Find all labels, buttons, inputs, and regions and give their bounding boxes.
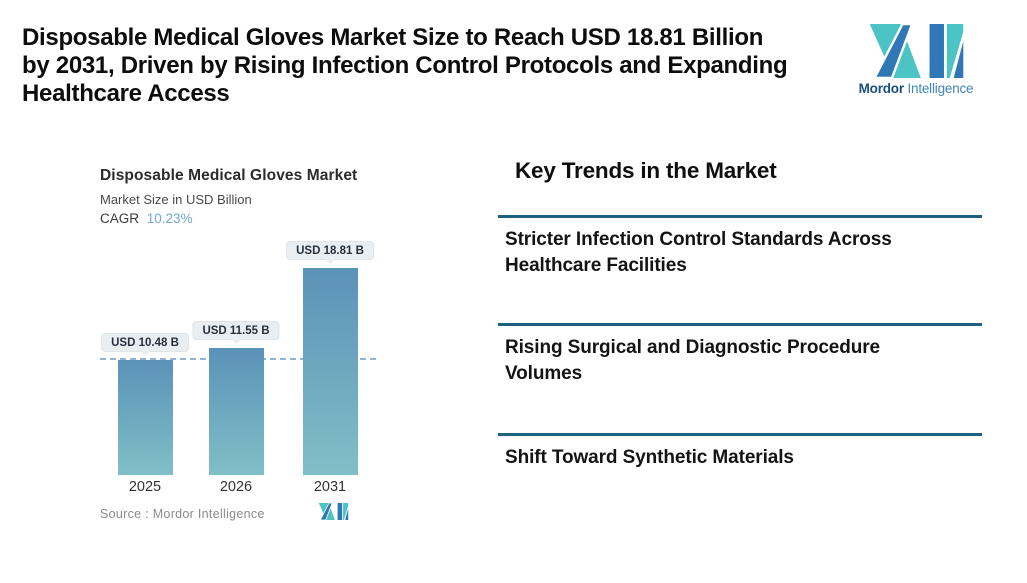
bar-2025 — [117, 360, 173, 475]
trend-text: Shift Toward Synthetic Materials — [505, 446, 794, 468]
page-title-line-2: by 2031, Driven by Rising Infection Cont… — [22, 52, 788, 79]
cagr-value: 10.23% — [146, 211, 193, 226]
bar-2031 — [302, 268, 358, 475]
page-title-line-3: Healthcare Access — [22, 80, 230, 107]
mordor-intelligence-logo-icon — [869, 24, 963, 78]
bar-value-callout: USD 11.55 B — [192, 321, 280, 340]
mordor-intelligence-logo-small-icon — [318, 503, 349, 520]
bar-value-callout: USD 18.81 B — [286, 241, 374, 260]
chart-cagr: CAGR 10.23% — [100, 211, 193, 226]
bar-2026 — [208, 348, 264, 475]
trend-divider — [498, 215, 982, 218]
x-axis-label: 2025 — [128, 479, 162, 495]
chart-subtitle: Market Size in USD Billion — [100, 192, 252, 207]
page-title-line-1: Disposable Medical Gloves Market Size to… — [22, 24, 764, 51]
x-axis-label: 2026 — [219, 479, 253, 495]
page-title: Disposable Medical Gloves Market Size to… — [22, 24, 788, 108]
trend-item: Shift Toward Synthetic Materials — [498, 433, 982, 471]
trend-item: Stricter Infection Control Standards Acr… — [498, 215, 982, 279]
brand-word-intelligence: Intelligence — [907, 81, 974, 96]
brand-word-mordor: Mordor — [858, 81, 904, 96]
bar-value-callout: USD 10.48 B — [101, 333, 189, 352]
trend-item: Rising Surgical and Diagnostic Procedure… — [498, 323, 982, 387]
cagr-label: CAGR — [100, 211, 140, 226]
brand-lockup: Mordor Intelligence — [855, 24, 977, 96]
trend-text: Rising Surgical and Diagnostic Procedure… — [505, 336, 881, 384]
trend-text: Stricter Infection Control Standards Acr… — [505, 228, 892, 276]
trend-divider — [498, 323, 982, 326]
trends-heading: Key Trends in the Market — [515, 158, 777, 183]
trend-divider — [498, 433, 982, 436]
chart-title: Disposable Medical Gloves Market — [100, 167, 358, 184]
x-axis-label: 2031 — [313, 479, 347, 495]
chart-source: Source : Mordor Intelligence — [100, 507, 265, 521]
brand-wordmark: Mordor Intelligence — [855, 81, 977, 96]
